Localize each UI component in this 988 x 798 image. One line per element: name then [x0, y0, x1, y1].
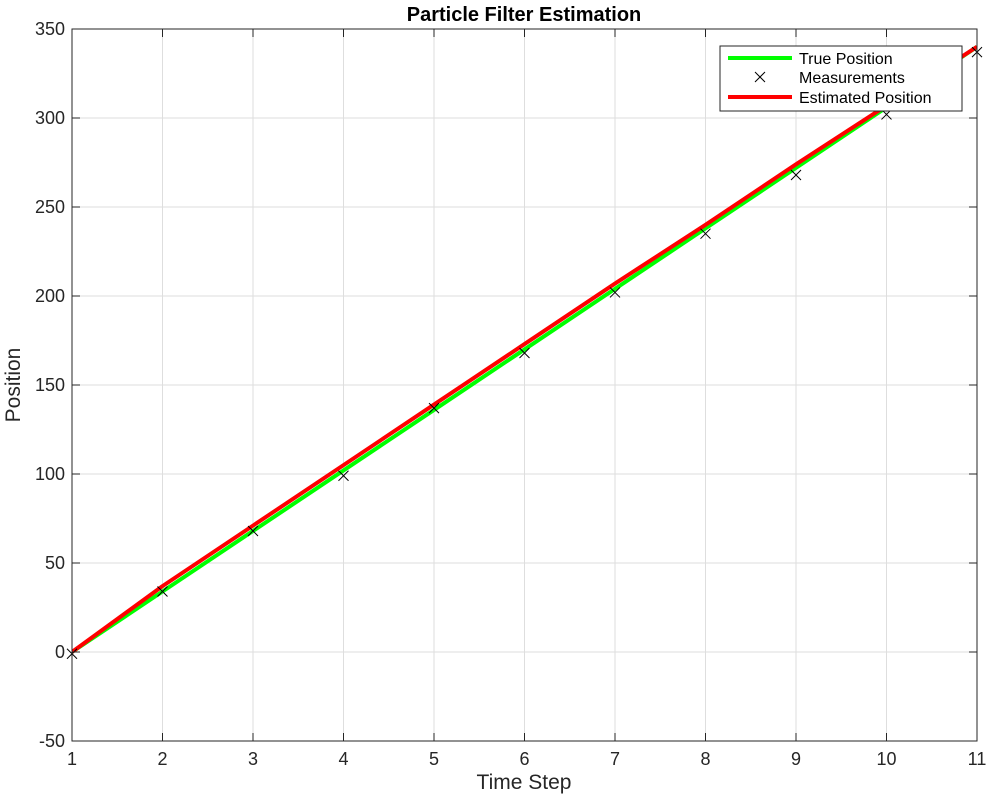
legend-swatch-measurements	[754, 71, 766, 83]
y-tick-label: 150	[35, 375, 65, 395]
x-axis-label: Time Step	[477, 771, 572, 794]
x-tick-label: 8	[700, 749, 710, 769]
legend-label-estimated-position: Estimated Position	[799, 90, 932, 107]
x-tick-label: 6	[519, 749, 529, 769]
legend-label-true-position: True Position	[799, 51, 893, 68]
legend: True Position Measurements Estimated Pos…	[719, 45, 963, 112]
data-point-measurements	[338, 470, 349, 482]
data-point-measurements	[157, 586, 168, 597]
chart-title: Particle Filter Estimation	[407, 4, 642, 26]
y-tick-label: 250	[35, 197, 65, 217]
x-tick-label: 4	[338, 749, 348, 769]
data-point-measurements	[700, 228, 711, 240]
series-line-true-position	[72, 45, 977, 654]
x-tick-label: 3	[248, 749, 258, 769]
x-tick-label: 5	[429, 749, 439, 769]
data-point-measurements	[428, 402, 440, 414]
y-tick-label: 300	[35, 108, 65, 128]
y-tick-label: 50	[45, 553, 65, 573]
y-tick-label: 200	[35, 286, 65, 306]
y-tick-label: -50	[39, 731, 65, 751]
data-point-measurements	[790, 169, 802, 181]
y-tick-label: 350	[35, 19, 65, 39]
ticks: 1 2 3 4 5 6 7 8 9 10 11 -50 0 50 100 150 200 250 300 350	[35, 19, 986, 769]
x-tick-label: 1	[67, 749, 77, 769]
y-axis-label: Position	[2, 348, 25, 423]
x-tick-label: 11	[968, 749, 987, 769]
data-point-measurements	[519, 347, 530, 359]
data-point-measurements	[609, 287, 621, 298]
data-point-measurements	[247, 525, 259, 537]
x-tick-label: 7	[610, 749, 620, 769]
x-tick-label: 2	[157, 749, 167, 769]
y-tick-label: 0	[55, 642, 65, 662]
x-tick-label: 9	[791, 749, 801, 769]
y-tick-label: 100	[35, 464, 65, 484]
series-layer	[66, 45, 983, 660]
legend-label-measurements: Measurements	[799, 70, 905, 87]
series-line-estimated-position	[72, 45, 977, 654]
x-tick-label: 10	[876, 749, 896, 769]
